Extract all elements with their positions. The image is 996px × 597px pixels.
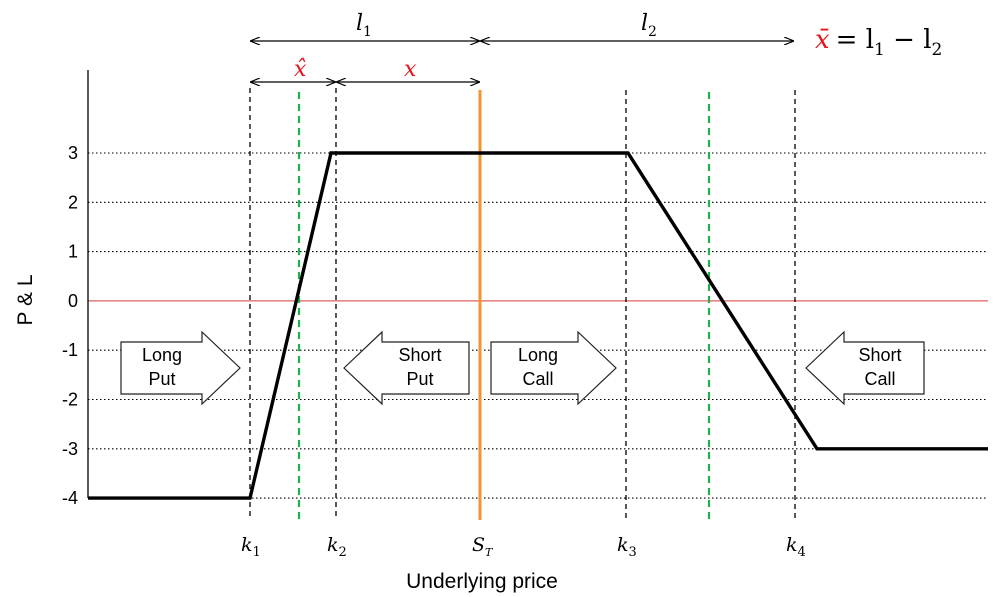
x-axis-title: Underlying price (406, 570, 558, 593)
x-label: x (404, 57, 417, 82)
y-tick-label: 3 (68, 143, 78, 163)
k2-label: k2 (327, 534, 347, 560)
y-tick-label: -4 (62, 488, 78, 508)
k4-label: k4 (786, 534, 806, 560)
y-tick-label: 2 (68, 192, 78, 212)
spot-label: ST (472, 534, 494, 559)
y-tick-label: -3 (62, 439, 78, 459)
long-put-box: Long Put (120, 330, 241, 406)
short-put-line2: Put (406, 369, 433, 389)
gridlines (88, 152, 988, 499)
y-tick-label: 1 (68, 242, 78, 262)
formula: x̄ = l1 − l2 (815, 25, 942, 60)
y-tick-label: 0 (68, 291, 78, 311)
short-put-line1: Short (398, 345, 441, 365)
short-put-box: Short Put (343, 330, 470, 406)
long-call-line2: Call (522, 369, 553, 389)
y-axis-title: P & L (14, 275, 37, 326)
payoff-line (88, 151, 988, 500)
y-tick-labels: 3 2 1 0 -1 -2 -3 -4 (62, 143, 78, 508)
xhat-label: x̂ (294, 57, 307, 82)
y-tick-label: -1 (62, 340, 78, 360)
long-call-box: Long Call (490, 330, 617, 406)
y-tick-label: -2 (62, 390, 78, 410)
k1-label: k1 (241, 534, 261, 560)
l2-label: l2 (641, 11, 657, 40)
short-call-line2: Call (864, 369, 895, 389)
l1-label: l1 (356, 11, 372, 40)
long-put-line2: Put (148, 369, 175, 389)
long-put-line1: Long (142, 345, 182, 365)
short-call-line1: Short (858, 345, 901, 365)
long-call-line1: Long (518, 345, 558, 365)
short-call-box: Short Call (805, 330, 925, 406)
k3-label: k3 (617, 534, 637, 560)
